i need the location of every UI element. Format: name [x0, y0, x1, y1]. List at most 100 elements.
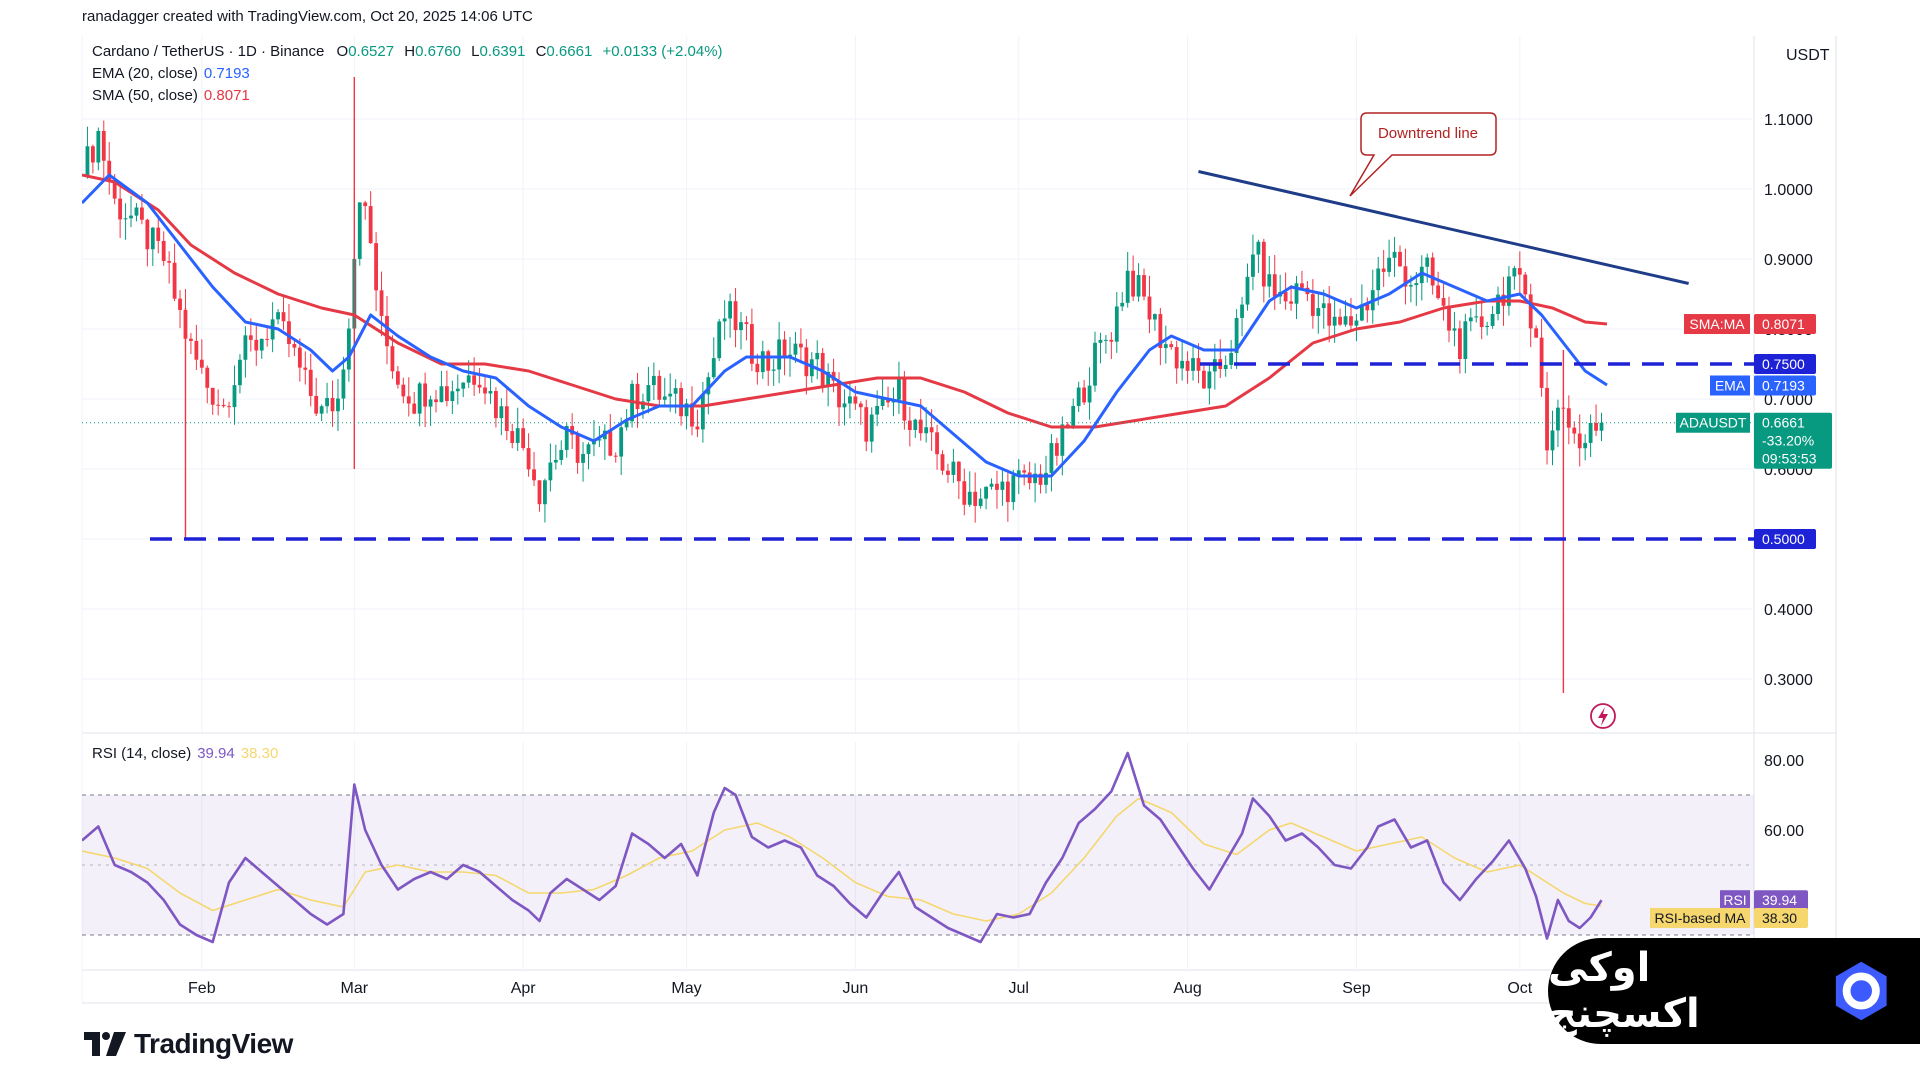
candle-body — [995, 483, 999, 490]
candle-body — [1223, 364, 1228, 369]
price-axis[interactable]: 0.30000.40000.50000.60000.70000.80000.90… — [1764, 112, 1813, 689]
candle-body — [1256, 241, 1261, 255]
rsi-legend[interactable]: RSI (14, close) 39.94 38.30 — [92, 745, 278, 762]
sma-legend[interactable]: SMA (50, close) 0.8071 — [92, 87, 250, 104]
candle-body — [1251, 254, 1255, 277]
lightning-icon[interactable] — [1590, 703, 1616, 729]
candle-body — [444, 386, 449, 402]
candle-body — [319, 406, 324, 414]
candle-body — [129, 215, 133, 219]
candle-body — [221, 404, 226, 407]
candle-body — [1523, 274, 1528, 295]
candle-body — [341, 369, 346, 399]
ohlc-change: +0.0133 (+2.04%) — [602, 43, 723, 60]
candle-body — [1240, 304, 1244, 318]
candle-body — [417, 383, 422, 414]
candle-body — [1436, 285, 1441, 299]
candle-body — [1594, 422, 1598, 431]
candle-body — [864, 407, 869, 442]
candle-body — [346, 328, 351, 370]
attribution-text: ranadagger created with TradingView.com,… — [82, 8, 533, 25]
candle-body — [1000, 481, 1005, 490]
candle-body — [1054, 443, 1059, 456]
candle-body — [837, 380, 841, 408]
candle-body — [586, 444, 591, 454]
candle-body — [178, 298, 182, 310]
time-axis[interactable]: Feb Mar Apr May Jun Jul Aug Sep Oct — [188, 980, 1533, 997]
candle-body — [918, 419, 923, 434]
ema-legend[interactable]: EMA (20, close) 0.7193 — [92, 65, 250, 82]
candle-body — [1098, 339, 1103, 343]
candle-body — [1027, 472, 1032, 484]
time-tick-label: Feb — [188, 980, 216, 997]
candle-body — [254, 339, 259, 351]
candle-body — [1060, 424, 1065, 456]
candle-body — [1234, 317, 1239, 354]
ohlc-high-label: H — [404, 43, 416, 60]
candle-body — [494, 391, 498, 419]
candle-body — [1583, 442, 1588, 449]
symbol-legend[interactable]: Cardano / TetherUS · 1D · Binance O0.652… — [92, 43, 723, 60]
candle-body — [167, 261, 172, 263]
candle-body — [466, 375, 471, 383]
candle-body — [287, 321, 291, 345]
candle-body — [1517, 268, 1522, 275]
candle-body — [259, 338, 264, 351]
candle-body — [428, 399, 433, 407]
candle-body — [406, 396, 411, 404]
ohlc-close-value: 0.6661 — [546, 43, 593, 60]
candle-body — [205, 367, 210, 388]
candle-body — [1457, 328, 1462, 359]
sma-tag-name: SMA:MA — [1689, 316, 1745, 332]
price-tag-change: -33.20% — [1762, 433, 1814, 449]
candle-body — [1289, 301, 1293, 304]
candle-body — [374, 243, 379, 291]
candle-body — [1512, 268, 1517, 277]
candle-body — [1327, 303, 1332, 326]
candle-body — [1044, 472, 1048, 485]
candle-body — [1207, 371, 1212, 389]
axis-tags: SMA:MA 0.8071 0.7500 EMA 0.7193 ADAUSDT 0.6661… — [1650, 314, 1832, 928]
sma50-line — [82, 173, 1608, 429]
candle-body — [483, 387, 487, 394]
time-tick-label: Aug — [1173, 980, 1201, 997]
candle-body — [216, 404, 221, 406]
ema-legend-label: EMA (20, close) — [92, 65, 198, 82]
candle-body — [1316, 308, 1321, 316]
candle-body — [564, 426, 569, 450]
candle-body — [1283, 291, 1288, 302]
candle-body — [1038, 473, 1043, 485]
candle-body — [314, 395, 319, 414]
rsi-ma-tag-value: 38.30 — [1762, 910, 1797, 926]
candle-body — [1093, 342, 1097, 386]
candle-body — [1425, 257, 1430, 267]
ohlc-high-value: 0.6760 — [415, 43, 461, 60]
downtrend-callout[interactable]: Downtrend line — [1349, 112, 1497, 197]
sma-tag-value: 0.8071 — [1762, 316, 1805, 332]
candle-body — [515, 428, 520, 443]
price-tick-label: 0.4000 — [1764, 602, 1813, 619]
candle-body — [1180, 360, 1185, 369]
level-upper-tag-value-bg — [1754, 354, 1816, 374]
candle-body — [700, 394, 705, 430]
candle-body — [1365, 304, 1370, 311]
price-tag-bg — [1754, 412, 1832, 469]
candle-body — [101, 130, 106, 161]
candle-body — [368, 206, 373, 244]
price-tick-label: 1.0000 — [1764, 182, 1813, 199]
candle-body — [1120, 302, 1125, 307]
candle-body — [913, 419, 918, 430]
candle-body — [1528, 294, 1533, 329]
candle-body — [1588, 422, 1593, 443]
candle-body — [624, 421, 629, 428]
candle-body — [227, 406, 231, 408]
candle-body — [1125, 270, 1130, 303]
rsi-ma-tag-value-bg — [1754, 907, 1808, 928]
downtrend-line[interactable] — [1198, 170, 1689, 285]
price-tick-label: 0.7000 — [1764, 392, 1813, 409]
candle-body — [826, 371, 831, 386]
rsi-band — [82, 794, 1754, 936]
candle-body — [880, 397, 885, 406]
candle-body — [1245, 276, 1250, 305]
